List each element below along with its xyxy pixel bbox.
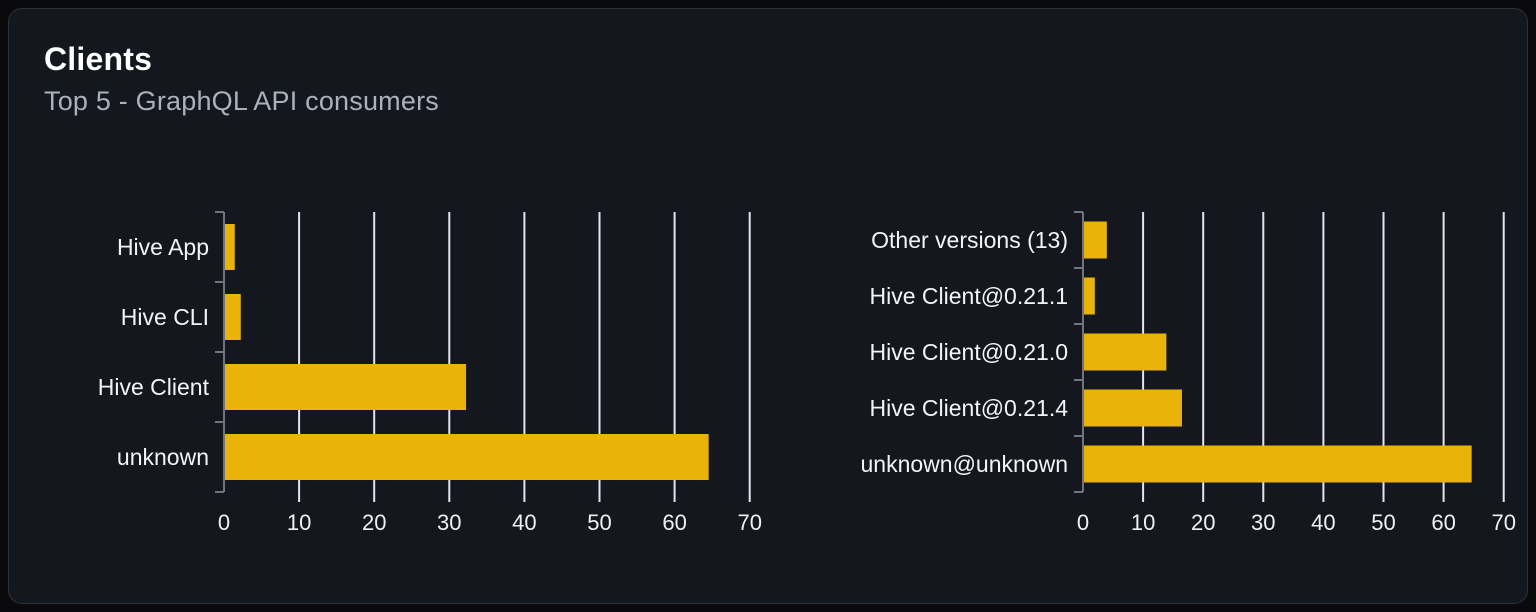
bar-hive-cli[interactable]: [225, 294, 241, 340]
category-label: Hive Client@0.21.4: [870, 395, 1069, 421]
x-tick-label: 0: [1077, 510, 1089, 535]
category-label: unknown@unknown: [861, 451, 1068, 477]
x-tick-label: 70: [737, 510, 761, 535]
category-label: Hive Client: [98, 374, 210, 400]
x-tick-label: 30: [437, 510, 461, 535]
category-label: Hive Client@0.21.1: [870, 283, 1069, 309]
category-label: unknown: [117, 444, 209, 470]
clients-by-name-chart: Hive App Hive CLI Hive Client unknown 0 10 20 3…: [98, 211, 762, 535]
clients-by-version-chart: Other versions (13) Hive Client@0.21.1 Hiv…: [861, 211, 1516, 535]
x-tick-label: 0: [218, 510, 230, 535]
x-tick-label: 40: [1311, 510, 1335, 535]
card-subtitle: Top 5 - GraphQL API consumers: [44, 85, 439, 116]
x-tick-label: 40: [512, 510, 536, 535]
bar-unknown-unknown[interactable]: [1084, 445, 1472, 483]
bar-unknown[interactable]: [225, 434, 709, 480]
x-tick-label: 20: [362, 510, 386, 535]
bar-hive-client-0-21-4[interactable]: [1084, 389, 1182, 427]
bar-hive-app[interactable]: [225, 224, 235, 270]
x-tick-label: 10: [1131, 510, 1155, 535]
category-label: Hive App: [117, 234, 209, 260]
bar-hive-client-0-21-1[interactable]: [1084, 277, 1095, 315]
category-label: Other versions (13): [871, 227, 1068, 253]
x-tick-label: 50: [587, 510, 611, 535]
x-tick-label: 10: [287, 510, 311, 535]
x-tick-label: 20: [1191, 510, 1215, 535]
card-title: Clients: [44, 41, 153, 77]
x-tick-label: 60: [1431, 510, 1455, 535]
category-label: Hive Client@0.21.0: [870, 339, 1069, 365]
x-tick-label: 70: [1491, 510, 1515, 535]
clients-card: Clients Top 5 - GraphQL API consumers Hi…: [8, 8, 1528, 604]
x-tick-label: 30: [1251, 510, 1275, 535]
card-header: Clients Top 5 - GraphQL API consumers: [44, 41, 439, 116]
bar-hive-client[interactable]: [225, 364, 467, 410]
bar-other-versions-13-[interactable]: [1084, 221, 1107, 259]
x-tick-label: 60: [662, 510, 686, 535]
x-tick-label: 50: [1371, 510, 1395, 535]
bar-hive-client-0-21-0[interactable]: [1084, 333, 1167, 371]
category-label: Hive CLI: [121, 304, 209, 330]
